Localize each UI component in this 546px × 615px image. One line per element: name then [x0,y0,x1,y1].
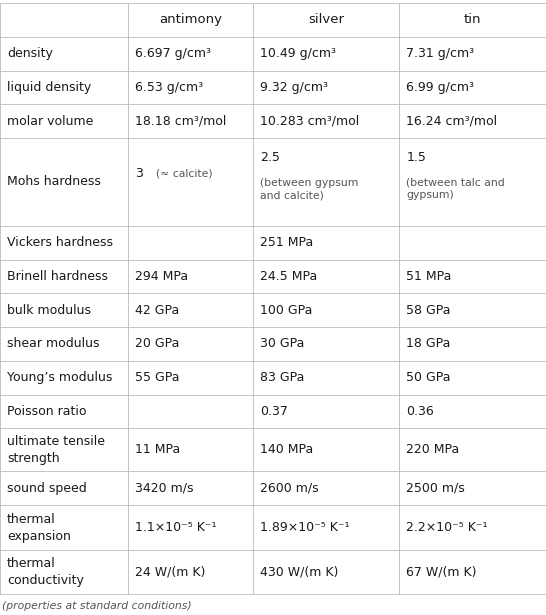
Text: 18.18 cm³/mol: 18.18 cm³/mol [135,115,227,128]
Text: (between gypsum
and calcite): (between gypsum and calcite) [260,178,358,200]
Text: 3: 3 [135,167,143,180]
Text: 6.53 g/cm³: 6.53 g/cm³ [135,81,204,94]
Text: liquid density: liquid density [7,81,91,94]
Text: molar volume: molar volume [7,115,93,128]
Text: sound speed: sound speed [7,482,87,495]
Text: 83 GPa: 83 GPa [260,371,304,384]
Text: thermal
expansion: thermal expansion [7,512,71,542]
Text: 55 GPa: 55 GPa [135,371,180,384]
Text: 24 W/(m K): 24 W/(m K) [135,566,206,579]
Text: 16.24 cm³/mol: 16.24 cm³/mol [406,115,497,128]
Text: 51 MPa: 51 MPa [406,270,452,283]
Text: 220 MPa: 220 MPa [406,443,460,456]
Text: 2600 m/s: 2600 m/s [260,482,318,495]
Text: Brinell hardness: Brinell hardness [7,270,108,283]
Text: (≈ calcite): (≈ calcite) [149,169,213,178]
Text: 430 W/(m K): 430 W/(m K) [260,566,339,579]
Text: 50 GPa: 50 GPa [406,371,451,384]
Text: 58 GPa: 58 GPa [406,304,451,317]
Text: 140 MPa: 140 MPa [260,443,313,456]
Text: 67 W/(m K): 67 W/(m K) [406,566,477,579]
Text: 7.31 g/cm³: 7.31 g/cm³ [406,47,474,60]
Text: 294 MPa: 294 MPa [135,270,188,283]
Text: 2.2×10⁻⁵ K⁻¹: 2.2×10⁻⁵ K⁻¹ [406,521,488,534]
Text: bulk modulus: bulk modulus [7,304,91,317]
Text: antimony: antimony [159,14,222,26]
Text: (properties at standard conditions): (properties at standard conditions) [2,601,192,611]
Text: 0.36: 0.36 [406,405,434,418]
Text: 0.37: 0.37 [260,405,288,418]
Text: ultimate tensile
strength: ultimate tensile strength [7,435,105,465]
Text: Young’s modulus: Young’s modulus [7,371,112,384]
Text: 24.5 MPa: 24.5 MPa [260,270,317,283]
Text: 6.99 g/cm³: 6.99 g/cm³ [406,81,474,94]
Text: shear modulus: shear modulus [7,338,99,351]
Text: 10.49 g/cm³: 10.49 g/cm³ [260,47,336,60]
Text: 42 GPa: 42 GPa [135,304,180,317]
Text: 9.32 g/cm³: 9.32 g/cm³ [260,81,328,94]
Text: Poisson ratio: Poisson ratio [7,405,87,418]
Text: 2500 m/s: 2500 m/s [406,482,465,495]
Text: tin: tin [464,14,482,26]
Text: 100 GPa: 100 GPa [260,304,312,317]
Text: density: density [7,47,53,60]
Text: 3420 m/s: 3420 m/s [135,482,194,495]
Text: 1.1×10⁻⁵ K⁻¹: 1.1×10⁻⁵ K⁻¹ [135,521,217,534]
Text: Vickers hardness: Vickers hardness [7,236,113,249]
Text: 1.5: 1.5 [406,151,426,164]
Text: Mohs hardness: Mohs hardness [7,175,101,188]
Text: 11 MPa: 11 MPa [135,443,181,456]
Text: (between talc and
gypsum): (between talc and gypsum) [406,178,505,200]
Text: silver: silver [308,14,344,26]
Text: 20 GPa: 20 GPa [135,338,180,351]
Text: 1.89×10⁻⁵ K⁻¹: 1.89×10⁻⁵ K⁻¹ [260,521,349,534]
Text: 2.5: 2.5 [260,151,280,164]
Text: 251 MPa: 251 MPa [260,236,313,249]
Text: thermal
conductivity: thermal conductivity [7,557,84,587]
Text: 6.697 g/cm³: 6.697 g/cm³ [135,47,211,60]
Text: 30 GPa: 30 GPa [260,338,304,351]
Text: 18 GPa: 18 GPa [406,338,450,351]
Text: 10.283 cm³/mol: 10.283 cm³/mol [260,115,359,128]
